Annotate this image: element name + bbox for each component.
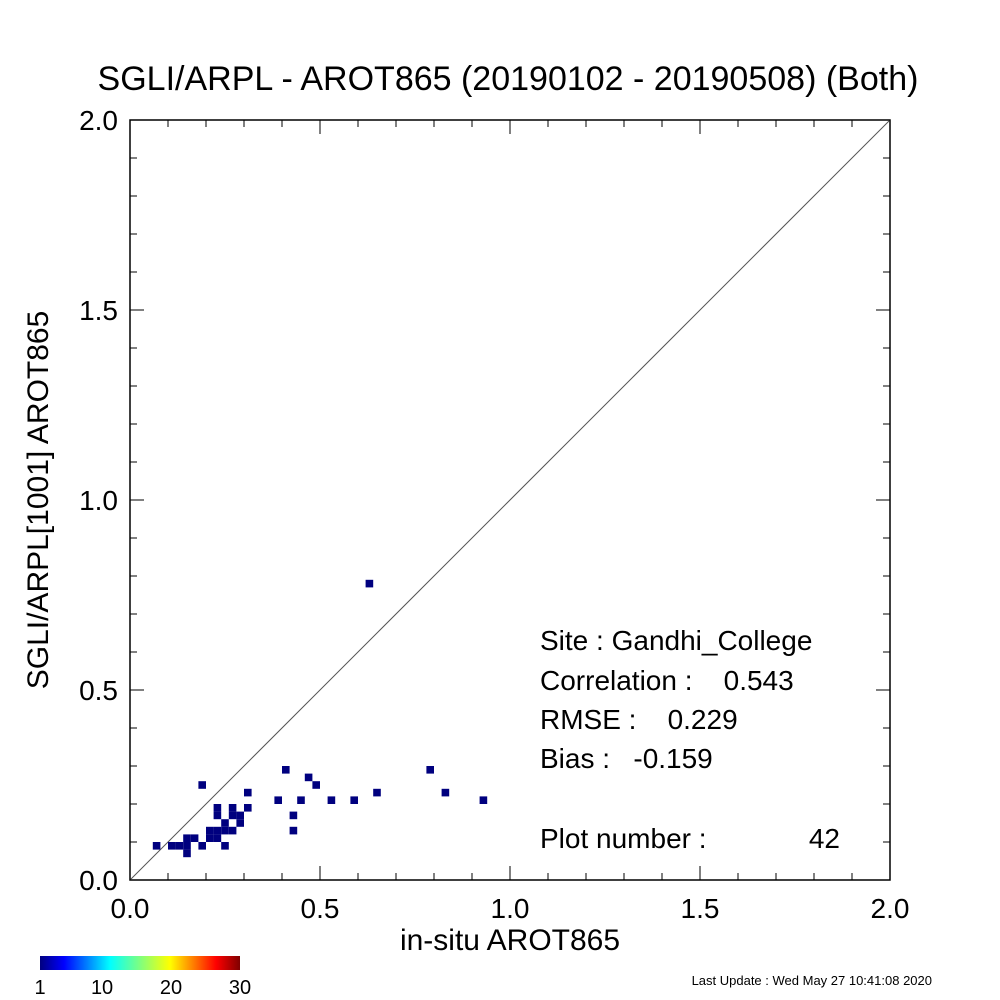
data-bin (479, 796, 488, 804)
stat-bias: Bias : -0.159 (540, 743, 713, 774)
data-bin (221, 819, 229, 827)
x-axis-label: in-situ AROT865 (400, 924, 620, 957)
data-bin (213, 834, 222, 842)
y-tick-labels: 0.0 0.5 1.0 1.5 2.0 (79, 105, 118, 896)
colorbar (40, 956, 240, 970)
y-axis-label: SGLI/ARPL[1001] AROT865 (22, 311, 55, 690)
data-bin (297, 796, 305, 804)
stat-plot-number-value: 42 (809, 823, 840, 854)
data-bin (213, 826, 222, 835)
data-bin (221, 826, 229, 835)
y-tick-label: 0.0 (79, 865, 118, 896)
stat-correlation: Correlation : 0.543 (540, 665, 794, 696)
data-bin (183, 842, 191, 850)
data-bin (228, 826, 237, 835)
data-bin (198, 781, 206, 789)
axis-ticks (129, 119, 891, 881)
colorbar-tick-label: 1 (34, 977, 45, 999)
last-update-text: Last Update : Wed May 27 10:41:08 2020 (692, 973, 932, 988)
data-bin (244, 804, 252, 812)
data-bin (183, 834, 191, 842)
data-bin (190, 834, 199, 842)
data-bin (228, 811, 237, 820)
data-bin (244, 788, 252, 797)
data-bin (365, 579, 374, 588)
data-bin (175, 842, 184, 850)
y-tick-label: 1.5 (79, 295, 118, 326)
data-bin (282, 766, 290, 774)
x-tick-label: 2.0 (871, 893, 910, 924)
data-bin (289, 826, 298, 835)
stat-plot-number-label: Plot number : (540, 823, 707, 854)
data-bins (152, 579, 488, 858)
y-tick-label: 2.0 (79, 105, 118, 136)
colorbar-tick-label: 20 (160, 977, 182, 999)
data-bin (312, 781, 320, 789)
data-bin (350, 796, 358, 804)
data-bin (213, 811, 222, 820)
x-tick-labels: 0.0 0.5 1.0 1.5 2.0 (111, 893, 910, 924)
data-bin (373, 788, 381, 797)
data-bin (221, 842, 229, 850)
data-bin (168, 842, 176, 850)
data-bin (228, 804, 237, 812)
data-bin (236, 819, 244, 827)
colorbar-tick-label: 30 (229, 977, 251, 999)
data-bin (198, 842, 206, 850)
data-bin (213, 804, 222, 812)
one-to-one-line (129, 119, 891, 881)
data-bin (304, 773, 313, 782)
y-tick-label: 1.0 (79, 485, 118, 516)
data-bin (441, 788, 450, 797)
data-bin (426, 766, 434, 774)
chart-title: SGLI/ARPL - AROT865 (20190102 - 20190508… (98, 60, 919, 98)
data-bin (289, 811, 298, 820)
data-bin (327, 796, 336, 804)
stats-box: Site : Gandhi_College Correlation : 0.54… (540, 625, 840, 854)
x-tick-label: 0.0 (111, 893, 150, 924)
plot-area (129, 119, 891, 881)
x-tick-label: 0.5 (301, 893, 340, 924)
data-bin (206, 826, 214, 835)
x-tick-label: 1.0 (491, 893, 530, 924)
stat-rmse: RMSE : 0.229 (540, 704, 738, 735)
x-tick-label: 1.5 (681, 893, 720, 924)
data-bin (183, 849, 191, 858)
colorbar-tick-label: 10 (91, 977, 113, 999)
data-bin (152, 842, 161, 850)
data-bin (236, 811, 244, 820)
data-bin (206, 834, 214, 842)
data-bin (274, 796, 282, 804)
colorbar-tick-labels: 1 10 20 30 (34, 977, 251, 999)
stat-site: Site : Gandhi_College (540, 625, 812, 656)
y-tick-label: 0.5 (79, 675, 118, 706)
